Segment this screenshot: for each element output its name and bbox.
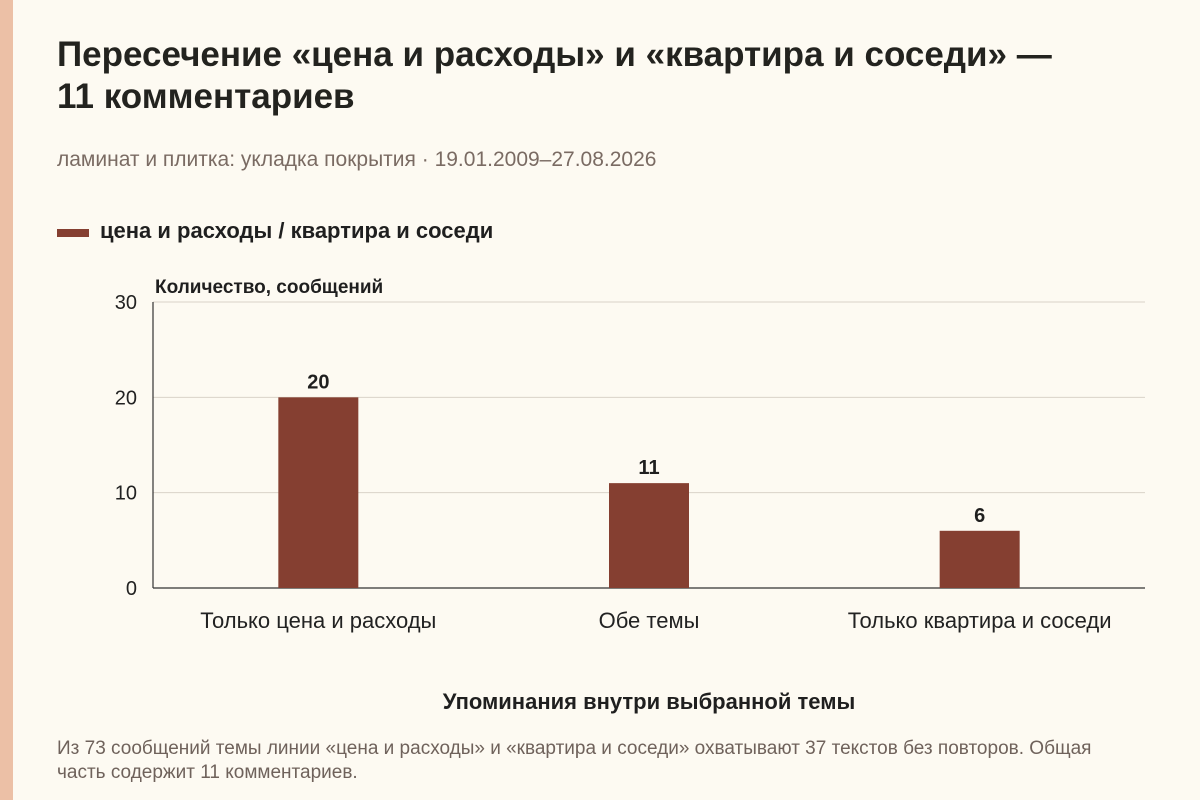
bar (939, 530, 1020, 588)
y-axis-title: Количество, сообщений (155, 277, 383, 298)
bar (278, 397, 359, 588)
x-tick-label: Обе темы (599, 608, 700, 633)
chart-subtitle: ламинат и плитка: укладка покрытия · 19.… (57, 148, 657, 171)
x-tick-label: Только цена и расходы (200, 608, 436, 633)
bar (609, 483, 689, 588)
legend-label: цена и расходы / квартира и соседи (100, 218, 494, 243)
y-tick-label: 0 (126, 578, 137, 600)
footnote: Из 73 сообщений темы линии «цена и расхо… (57, 738, 1092, 783)
data-label: 11 (638, 457, 659, 479)
data-label: 20 (307, 371, 329, 393)
x-tick-label: Только квартира и соседи (848, 608, 1112, 633)
chart-title: Пересечение «цена и расходы» и «квартира… (57, 35, 1052, 116)
y-tick-label: 30 (115, 292, 137, 314)
y-tick-label: 10 (115, 483, 137, 505)
x-axis-title: Упоминания внутри выбранной темы (443, 689, 856, 714)
data-label: 6 (974, 505, 985, 527)
legend-swatch (57, 228, 89, 237)
accent-strip (0, 0, 13, 800)
legend: цена и расходы / квартира и соседи (57, 218, 493, 244)
y-tick-label: 20 (115, 387, 137, 409)
